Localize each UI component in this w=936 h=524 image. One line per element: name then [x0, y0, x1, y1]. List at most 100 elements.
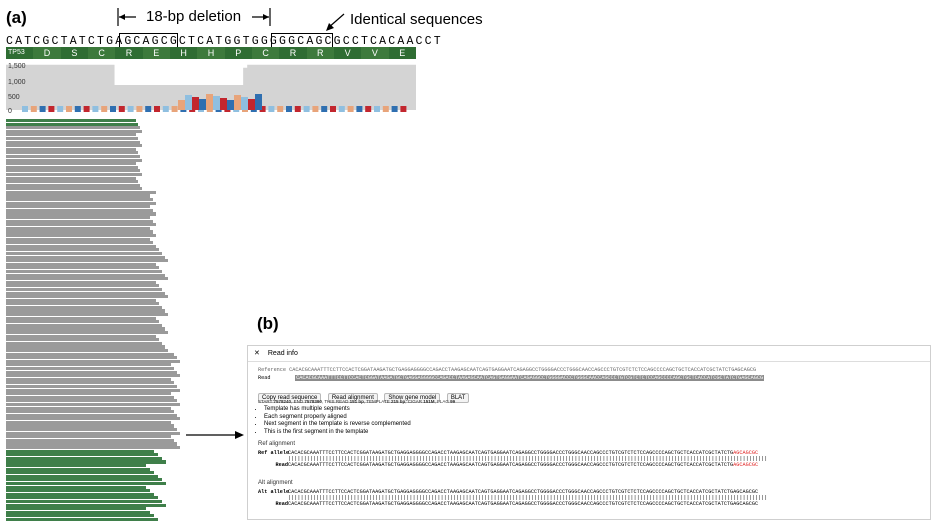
read-row[interactable]: [6, 517, 158, 521]
read-row[interactable]: [6, 226, 150, 230]
read-row[interactable]: [6, 262, 156, 266]
read-row[interactable]: [6, 456, 162, 460]
read-row[interactable]: [6, 194, 150, 198]
read-row[interactable]: [6, 259, 168, 263]
read-row[interactable]: [6, 496, 158, 500]
blat-button[interactable]: BLAT: [446, 393, 470, 403]
read-row[interactable]: [6, 216, 150, 220]
read-row[interactable]: [6, 212, 156, 216]
read-row[interactable]: [6, 431, 180, 435]
read-row[interactable]: [6, 492, 154, 496]
read-row[interactable]: [6, 295, 168, 299]
read-row[interactable]: [6, 126, 140, 130]
read-alignment-track[interactable]: [6, 119, 196, 524]
read-row[interactable]: [6, 313, 168, 317]
read-row[interactable]: [6, 201, 156, 205]
read-row[interactable]: [6, 388, 180, 392]
read-row[interactable]: [6, 287, 162, 291]
read-row[interactable]: [6, 144, 142, 148]
read-row[interactable]: [6, 503, 166, 507]
read-row[interactable]: [6, 187, 142, 191]
read-row[interactable]: [6, 269, 162, 274]
read-row[interactable]: [6, 464, 146, 468]
read-row[interactable]: [6, 183, 140, 187]
read-row[interactable]: [6, 384, 177, 389]
read-row[interactable]: [6, 334, 156, 338]
read-row[interactable]: [6, 442, 177, 446]
read-row[interactable]: [6, 305, 162, 309]
read-row[interactable]: [6, 165, 138, 169]
read-row[interactable]: [6, 273, 165, 277]
read-row[interactable]: [6, 417, 180, 421]
read-row[interactable]: [6, 474, 158, 478]
close-icon[interactable]: ✕: [254, 350, 260, 357]
read-row[interactable]: [6, 198, 153, 202]
read-row[interactable]: [6, 122, 138, 126]
read-row[interactable]: [6, 169, 140, 173]
read-row[interactable]: [6, 176, 136, 180]
read-row[interactable]: [6, 208, 153, 212]
show-gene-model-button[interactable]: Show gene model: [384, 393, 441, 403]
read-row[interactable]: [6, 345, 165, 349]
read-row[interactable]: [6, 302, 159, 306]
copy-read-sequence-button[interactable]: Copy read sequence: [258, 393, 322, 403]
read-row[interactable]: [6, 499, 162, 504]
read-row[interactable]: [6, 402, 180, 406]
read-row[interactable]: [6, 180, 138, 184]
read-row[interactable]: [6, 467, 150, 471]
read-row[interactable]: [6, 381, 174, 385]
read-row[interactable]: [6, 349, 168, 353]
read-row[interactable]: [6, 410, 174, 414]
read-row[interactable]: [6, 280, 156, 284]
read-row[interactable]: [6, 446, 180, 450]
read-row[interactable]: [6, 352, 174, 356]
read-row[interactable]: [6, 223, 156, 227]
read-row[interactable]: [6, 119, 136, 123]
read-row[interactable]: [6, 406, 171, 410]
read-row[interactable]: [6, 449, 154, 453]
read-row[interactable]: [6, 162, 136, 166]
read-row[interactable]: [6, 277, 168, 281]
read-row[interactable]: [6, 363, 171, 367]
read-row[interactable]: [6, 234, 156, 238]
read-row[interactable]: [6, 136, 138, 141]
read-row[interactable]: [6, 341, 162, 345]
read-row[interactable]: [6, 320, 159, 324]
read-row[interactable]: [6, 309, 165, 313]
read-row[interactable]: [6, 399, 177, 403]
read-row[interactable]: [6, 154, 140, 159]
read-row[interactable]: [6, 172, 142, 176]
read-row[interactable]: [6, 323, 162, 327]
read-row[interactable]: [6, 435, 171, 439]
read-row[interactable]: [6, 460, 166, 464]
read-row[interactable]: [6, 374, 180, 378]
read-row[interactable]: [6, 140, 140, 144]
read-row[interactable]: [6, 316, 156, 320]
read-row[interactable]: [6, 151, 138, 155]
read-row[interactable]: [6, 359, 180, 363]
read-row[interactable]: [6, 481, 166, 486]
read-row[interactable]: [6, 420, 171, 424]
read-row[interactable]: [6, 230, 153, 234]
read-row[interactable]: [6, 356, 177, 360]
read-row[interactable]: [6, 255, 165, 259]
read-row[interactable]: [6, 147, 136, 151]
read-row[interactable]: [6, 424, 174, 428]
read-row[interactable]: [6, 485, 146, 489]
read-row[interactable]: [6, 471, 154, 475]
read-row[interactable]: [6, 266, 159, 270]
read-row[interactable]: [6, 331, 168, 335]
read-row[interactable]: [6, 219, 153, 223]
read-row[interactable]: [6, 158, 142, 162]
read-row[interactable]: [6, 370, 177, 374]
read-row[interactable]: [6, 514, 154, 518]
read-row[interactable]: [6, 338, 159, 342]
read-row[interactable]: [6, 205, 150, 209]
read-row[interactable]: [6, 366, 174, 371]
read-row[interactable]: [6, 377, 171, 381]
read-row[interactable]: [6, 129, 142, 133]
read-row[interactable]: [6, 251, 162, 256]
read-row[interactable]: [6, 237, 150, 241]
read-row[interactable]: [6, 392, 171, 396]
read-row[interactable]: [6, 489, 150, 493]
